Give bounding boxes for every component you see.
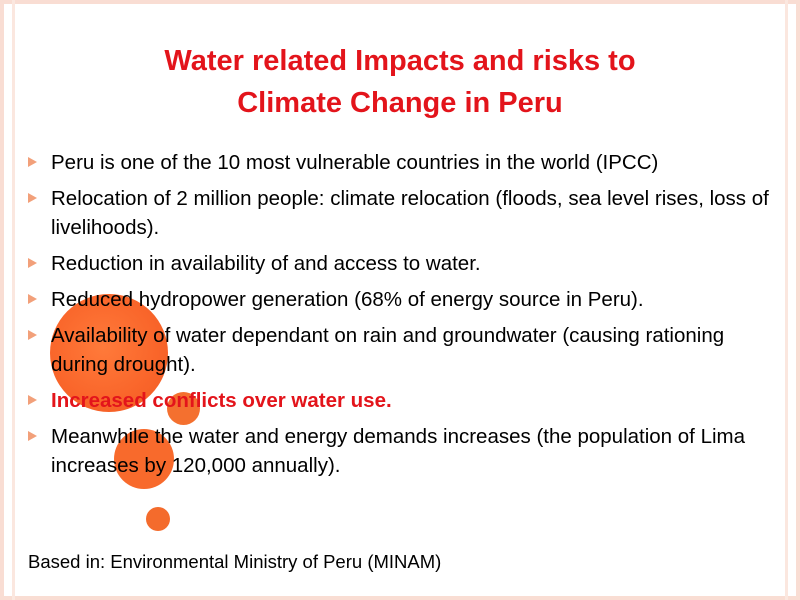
decor-circle-small — [167, 392, 200, 425]
frame-left-inner-stripe — [12, 0, 15, 600]
slide-title-line1: Water related Impacts and risks to — [164, 45, 636, 77]
slide-title: Water related Impacts and risks to Clima… — [90, 40, 710, 124]
bullet-item: Meanwhile the water and energy demands i… — [28, 422, 778, 480]
bullet-item: Reduction in availability of and access … — [28, 249, 778, 278]
bullet-marker-icon — [28, 157, 37, 167]
bullet-item-highlight: Increased conflicts over water use. — [28, 386, 778, 415]
bullet-marker-icon — [28, 294, 37, 304]
decor-circle-tiny — [146, 507, 170, 531]
frame-bottom-stripe — [0, 596, 800, 600]
bullet-text: Availability of water dependant on rain … — [51, 324, 725, 376]
bullet-marker-icon — [28, 395, 37, 405]
bullet-marker-icon — [28, 431, 37, 441]
decor-circle-large — [50, 294, 168, 412]
bullet-item: Availability of water dependant on rain … — [28, 321, 778, 379]
bullet-item: Relocation of 2 million people: climate … — [28, 184, 778, 242]
frame-top-stripe — [0, 0, 800, 4]
bullet-marker-icon — [28, 258, 37, 268]
bullet-text-highlight: Increased conflicts over water use. — [51, 389, 392, 412]
bullet-marker-icon — [28, 193, 37, 203]
frame-left-stripe — [0, 0, 4, 600]
bullet-text: Reduction in availability of and access … — [51, 252, 481, 275]
bullet-item: Reduced hydropower generation (68% of en… — [28, 285, 778, 314]
slide-title-line2: Climate Change in Peru — [237, 87, 563, 119]
frame-right-inner-stripe — [785, 0, 788, 600]
bullet-marker-icon — [28, 330, 37, 340]
bullet-text: Meanwhile the water and energy demands i… — [51, 425, 745, 477]
bullet-list: Peru is one of the 10 most vulnerable co… — [28, 148, 778, 487]
bullet-text: Relocation of 2 million people: climate … — [51, 187, 769, 239]
decor-circle-medium — [114, 429, 174, 489]
bullet-text: Reduced hydropower generation (68% of en… — [51, 288, 644, 311]
bullet-text: Peru is one of the 10 most vulnerable co… — [51, 151, 659, 174]
frame-right-stripe — [796, 0, 800, 600]
bullet-item: Peru is one of the 10 most vulnerable co… — [28, 148, 778, 177]
source-note: Based in: Environmental Ministry of Peru… — [28, 551, 442, 572]
